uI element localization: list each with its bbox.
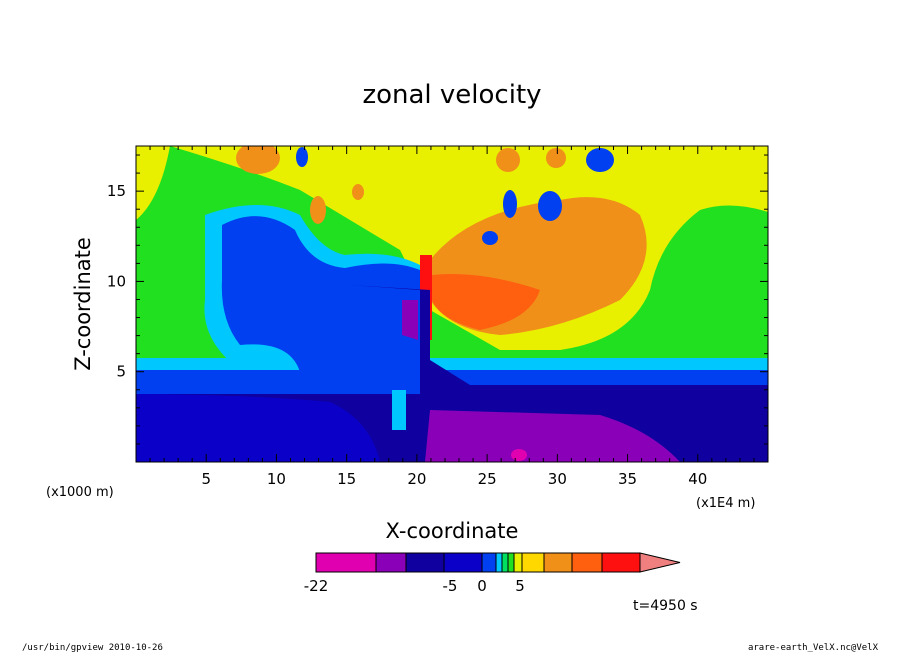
x-tick-label: 35 bbox=[618, 470, 637, 488]
colorbar-segment bbox=[443, 552, 483, 573]
colorbar-segment bbox=[543, 552, 573, 573]
colorbar-segment bbox=[495, 552, 503, 573]
colorbar-arrow bbox=[639, 552, 681, 573]
x-tick-label: 40 bbox=[688, 470, 707, 488]
y-axis-units: (x1000 m) bbox=[46, 485, 114, 500]
colorbar-segment bbox=[501, 552, 509, 573]
x-axis-label: X-coordinate bbox=[386, 519, 519, 543]
colorbar-segment bbox=[375, 552, 407, 573]
y-tick-label: 10 bbox=[107, 272, 126, 290]
x-tick-label: 20 bbox=[407, 470, 426, 488]
colorbar-segment bbox=[513, 552, 523, 573]
plot-frame bbox=[135, 145, 769, 463]
colorbar-segment bbox=[481, 552, 497, 573]
colorbar-segment bbox=[507, 552, 515, 573]
x-tick-label: 10 bbox=[267, 470, 286, 488]
x-tick-label: 25 bbox=[478, 470, 497, 488]
y-tick-label: 15 bbox=[107, 182, 126, 200]
colorbar-segment bbox=[601, 552, 641, 573]
colorbar-labels: -22 -5 0 5 bbox=[304, 577, 525, 595]
x-tick-label: 30 bbox=[548, 470, 567, 488]
colorbar bbox=[315, 552, 681, 573]
x-tick-label: 5 bbox=[201, 470, 211, 488]
colorbar-segment bbox=[521, 552, 545, 573]
colorbar-label: -22 bbox=[304, 577, 329, 595]
colorbar-segment bbox=[571, 552, 603, 573]
x-axis-units: (x1E4 m) bbox=[696, 496, 755, 511]
footer-right: arare-earth_VelX.nc@VelX bbox=[748, 643, 879, 653]
y-axis-ticks: 5 10 15 bbox=[107, 154, 768, 445]
chart-title: zonal velocity bbox=[362, 80, 541, 110]
colorbar-segment bbox=[405, 552, 445, 573]
x-tick-label: 15 bbox=[337, 470, 356, 488]
footer-left: /usr/bin/gpview 2010-10-26 bbox=[22, 643, 163, 653]
y-tick-label: 5 bbox=[116, 363, 126, 381]
x-axis-ticks: 5 10 15 20 25 30 35 40 bbox=[149, 146, 755, 488]
contour-field bbox=[136, 146, 768, 462]
colorbar-label: 5 bbox=[515, 577, 525, 595]
colorbar-label: 0 bbox=[477, 577, 487, 595]
colorbar-segment bbox=[315, 552, 377, 573]
colorbar-label: -5 bbox=[443, 577, 458, 595]
time-annotation: t=4950 s bbox=[633, 598, 698, 614]
y-axis-label: Z-coordinate bbox=[71, 237, 95, 371]
